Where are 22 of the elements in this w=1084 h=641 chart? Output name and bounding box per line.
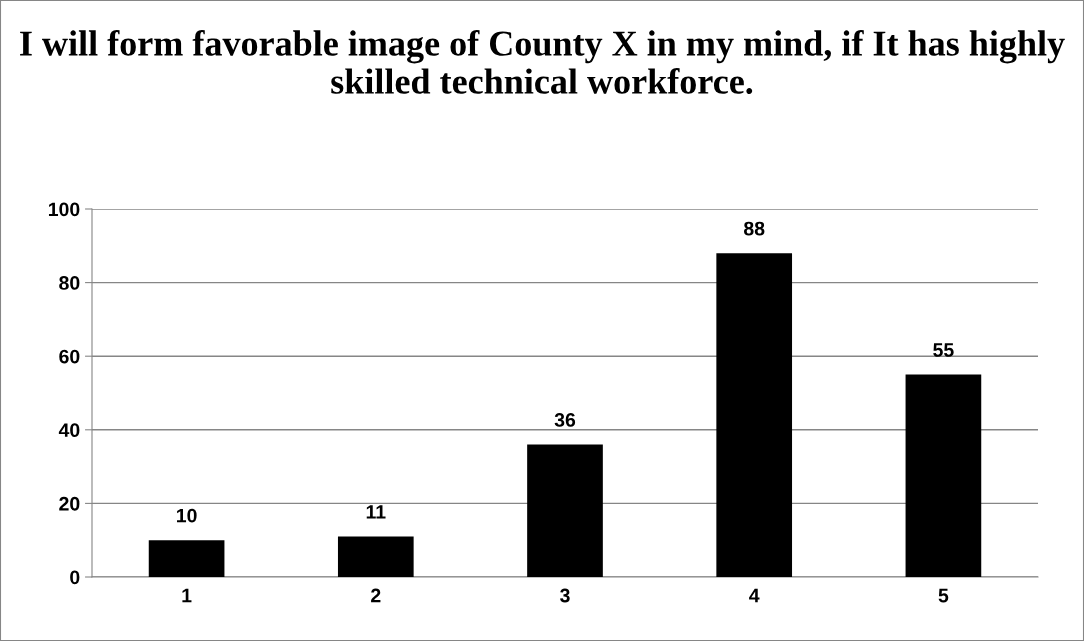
- x-tick-label: 1: [182, 588, 192, 603]
- bar: [716, 253, 793, 577]
- data-label: 55: [933, 343, 954, 357]
- bar: [148, 540, 225, 577]
- bar: [527, 444, 603, 577]
- data-label: 10: [177, 508, 197, 523]
- x-tick-label: 2: [371, 588, 381, 603]
- y-tick-label: 100: [48, 202, 80, 217]
- y-tick-label: 20: [59, 496, 80, 511]
- bar: [337, 536, 414, 577]
- y-tick-label: 40: [58, 423, 80, 438]
- y-tick-label: 80: [59, 276, 80, 290]
- data-label: 11: [366, 505, 386, 519]
- y-tick-label: 60: [59, 349, 80, 364]
- x-tick-label: 5: [938, 588, 949, 603]
- chart-title: I will form favorable image of County X in my mind, if It has highly skilled technical workforce.: [20, 30, 1065, 94]
- bar: [905, 374, 982, 577]
- x-tick-label: 3: [560, 588, 570, 603]
- y-tick-label: 0: [70, 570, 80, 585]
- data-label: 88: [744, 221, 765, 236]
- x-tick-label: 4: [749, 588, 760, 603]
- data-label: 36: [554, 413, 576, 427]
